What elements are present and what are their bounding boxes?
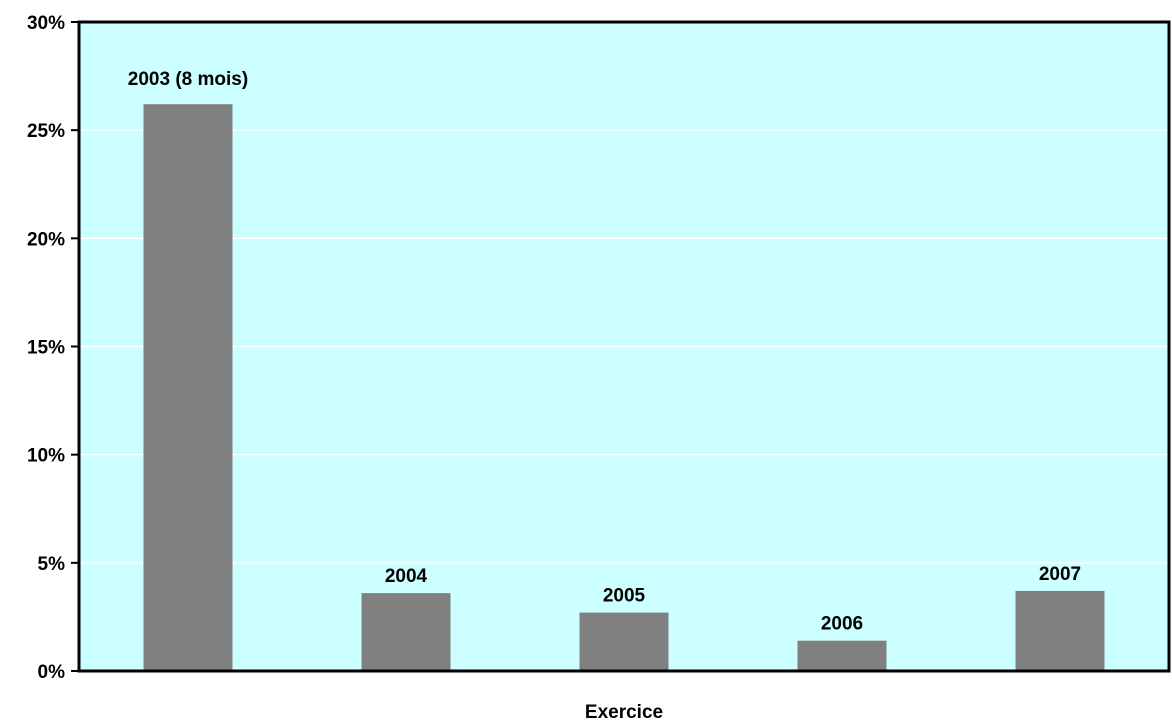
bar-label: 2005 — [603, 586, 646, 607]
y-tick-label: 15% — [27, 338, 65, 359]
bar — [579, 612, 669, 671]
y-tick-label: 30% — [27, 13, 65, 34]
y-axis-ticks: 0% 5% 10% 15% 20% 25% 30% — [27, 13, 79, 683]
x-axis-title: Exercice — [585, 702, 663, 722]
y-tick-label: 25% — [27, 121, 65, 142]
bar — [1015, 590, 1105, 671]
y-tick-label: 5% — [38, 554, 66, 575]
y-tick-label: 10% — [27, 446, 65, 467]
bar-label: 2007 — [1039, 564, 1081, 585]
y-tick-label: 0% — [38, 662, 66, 683]
bar-label: 2004 — [385, 566, 428, 587]
plot-border — [77, 20, 1171, 673]
bar — [361, 593, 451, 671]
gridlines — [79, 129, 1169, 564]
y-tick-label: 20% — [27, 229, 65, 250]
data-labels: 2003 (8 mois) 2004 2005 2006 2007 — [128, 69, 1081, 635]
bars — [143, 104, 1105, 671]
bar — [797, 640, 887, 671]
bar — [143, 104, 233, 671]
bar-label: 2003 (8 mois) — [128, 69, 248, 90]
bar-label: 2006 — [821, 614, 863, 635]
